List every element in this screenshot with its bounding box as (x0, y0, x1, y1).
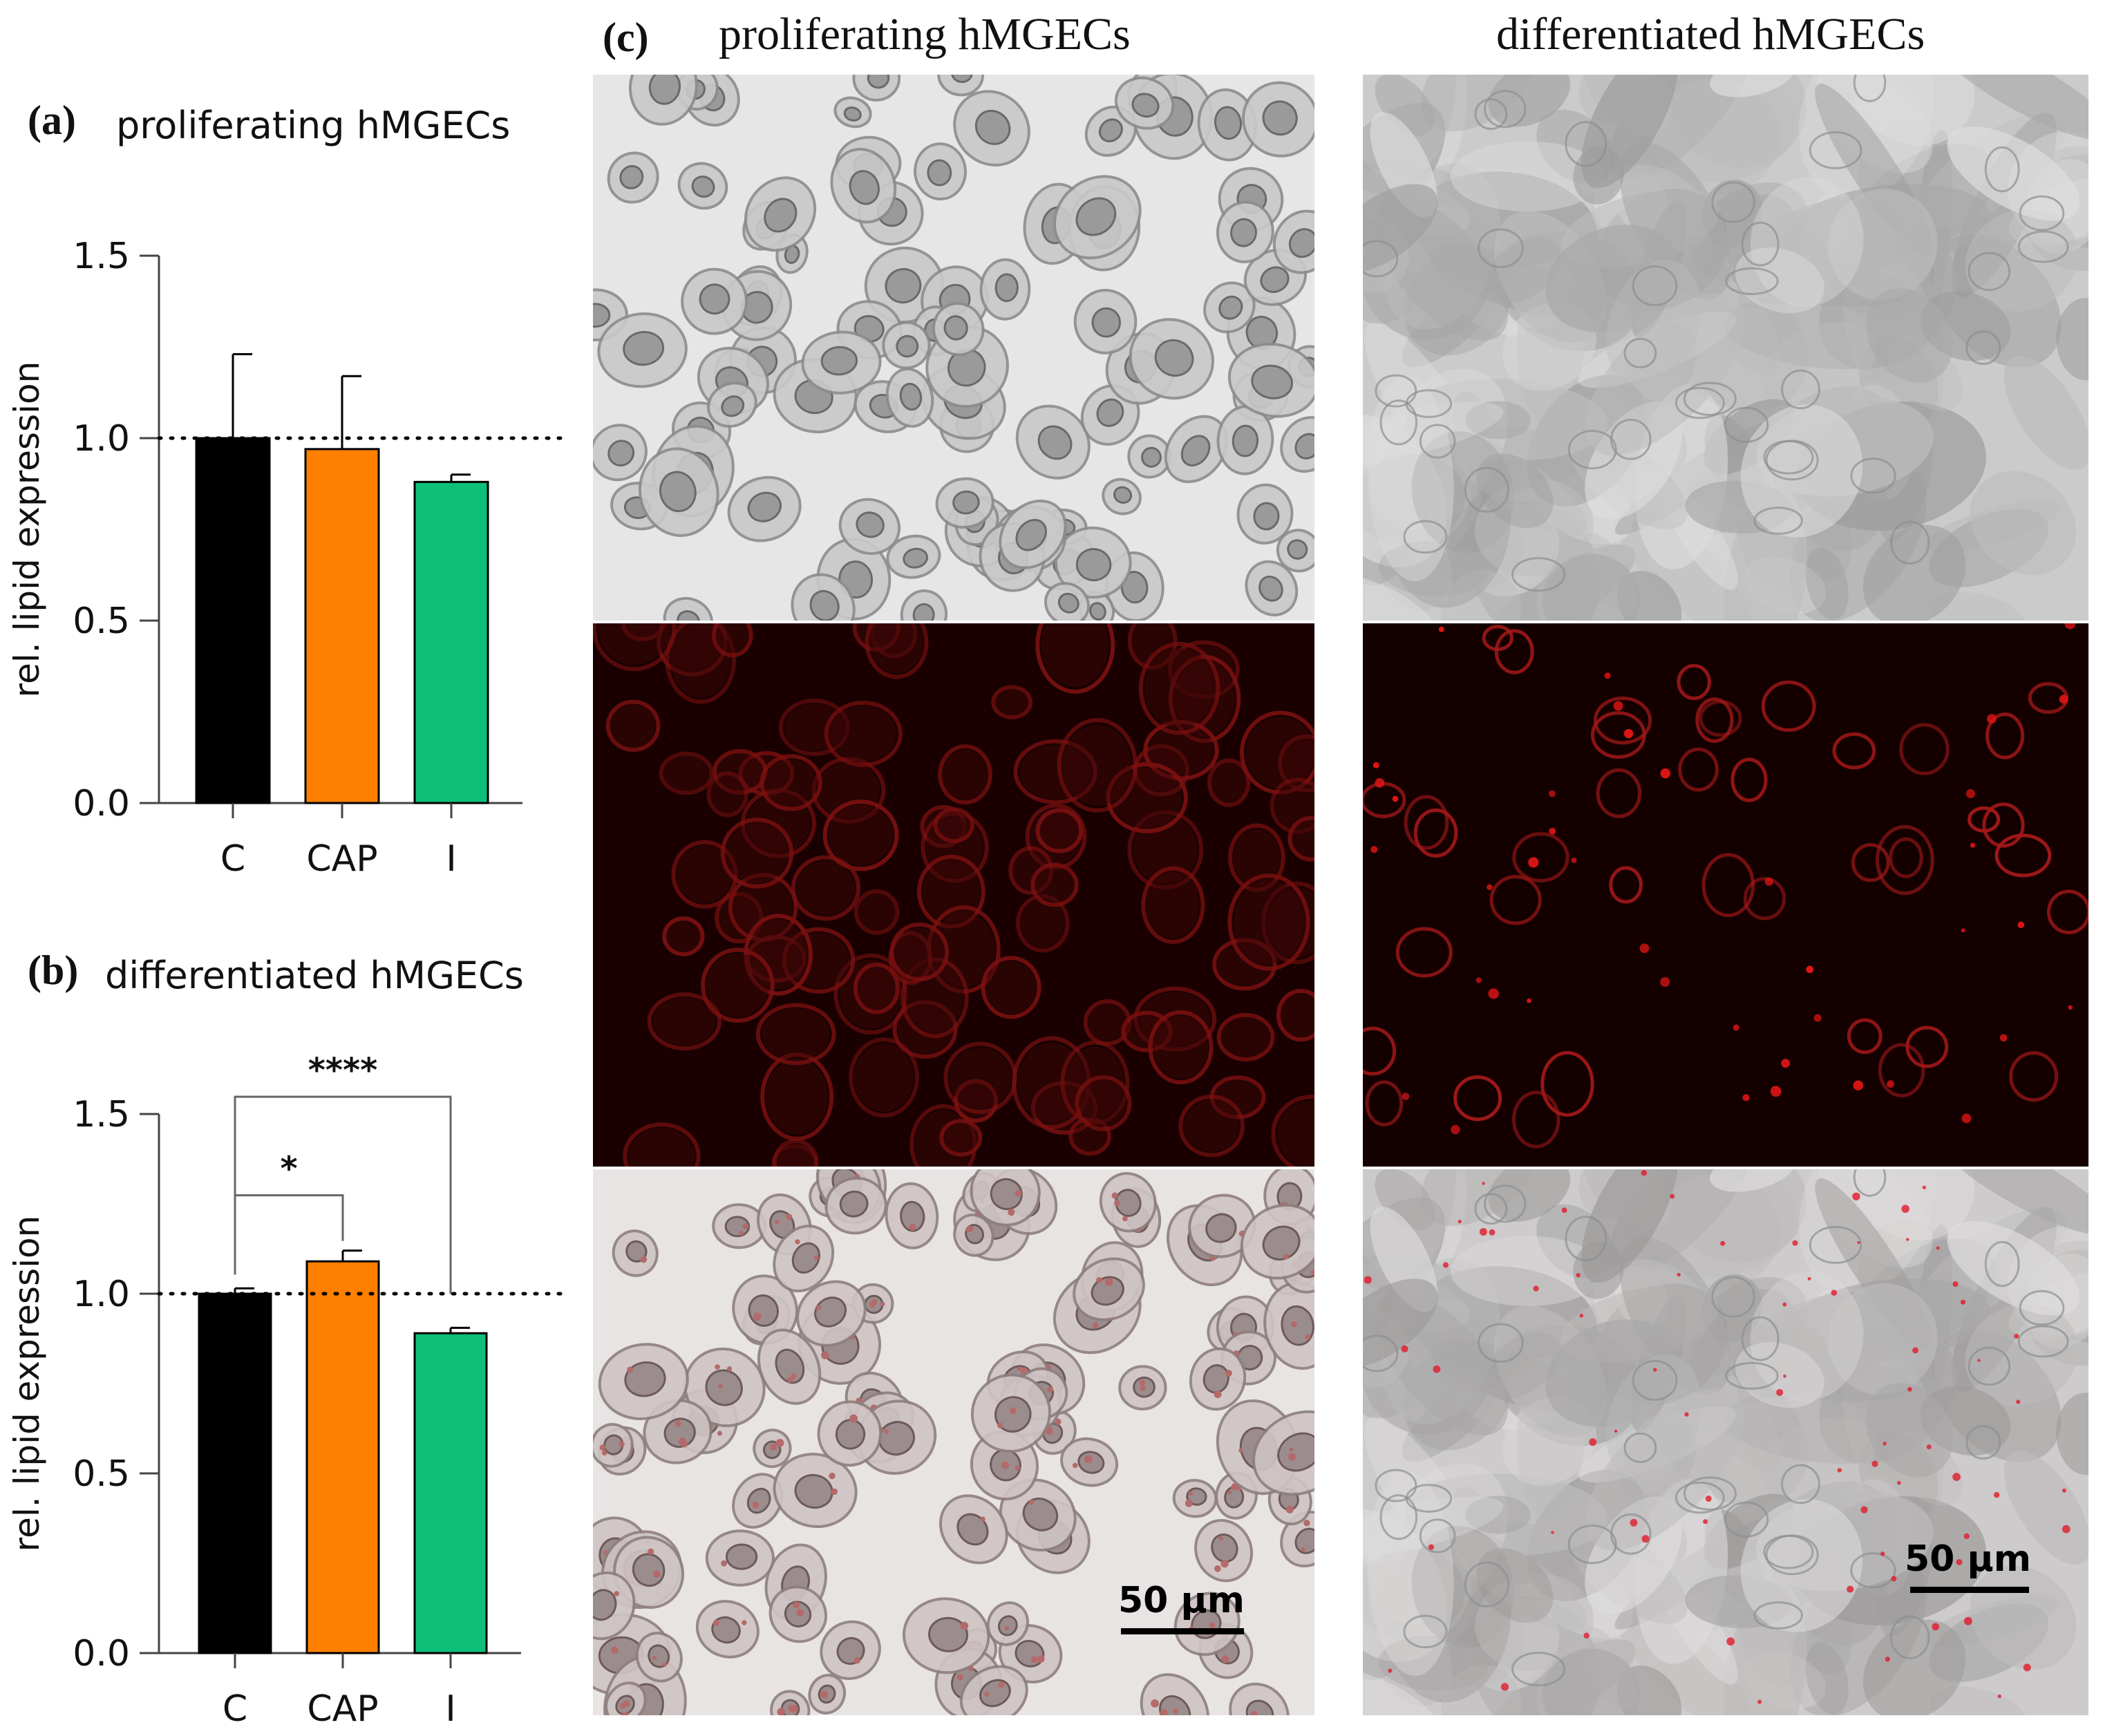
bar-CAP (305, 1260, 380, 1654)
chart-a-proliferating: 0.0 0.5 1.0 1.5 rel. lipid expression C CAP I (7, 236, 566, 880)
panel-c-letter: (c) (603, 15, 649, 60)
scale-bar-label-differentiated: 50 µm (1905, 1538, 2031, 1580)
y-tick-label: 0.0 (73, 1633, 130, 1674)
y-axis-label: rel. lipid expression (7, 361, 47, 698)
y-tick-label: 1.0 (73, 1274, 130, 1315)
y-tick-label: 1.0 (73, 418, 130, 460)
x-tick-label-C: C (220, 838, 245, 880)
scale-bar-label-proliferating: 50 µm (1118, 1580, 1245, 1621)
panel-a-title: proliferating hMGECs (116, 104, 511, 147)
panel-b-title: differentiated hMGECs (105, 954, 524, 997)
micrograph-proliferating-brightfield (593, 75, 1314, 621)
x-tick-label-I: I (445, 1688, 455, 1730)
micrograph-differentiated-merge (1363, 1169, 2088, 1715)
scale-bar-proliferating (1121, 1628, 1244, 1634)
scale-bar-differentiated (1910, 1587, 2029, 1593)
column-title-proliferating: proliferating hMGECs (719, 9, 1131, 59)
column-title-differentiated: differentiated hMGECs (1496, 9, 1925, 59)
x-tick-label-CAP: CAP (306, 838, 377, 880)
y-tick-label: 1.5 (73, 236, 130, 277)
bar-C (195, 437, 271, 804)
y-tick-label: 1.5 (73, 1094, 130, 1135)
significance-label-C-I: **** (308, 1051, 377, 1090)
x-tick-label-C: C (223, 1688, 247, 1730)
bar-I (413, 480, 489, 804)
bar-CAP (304, 448, 380, 804)
x-tick-label-CAP: CAP (307, 1688, 378, 1730)
y-tick-label: 0.0 (73, 783, 130, 824)
y-tick-label: 0.5 (73, 601, 130, 642)
bar-I (413, 1332, 488, 1654)
significance-label-C-CAP: * (280, 1150, 297, 1189)
micrograph-proliferating-fluorescence (593, 623, 1314, 1167)
x-tick-label-I: I (446, 838, 456, 880)
panel-b-letter: (b) (28, 947, 79, 993)
y-axis-label: rel. lipid expression (7, 1216, 47, 1552)
micrograph-proliferating-merge (593, 1169, 1314, 1715)
panel-a-letter: (a) (28, 97, 76, 143)
significance-bracket-C-I (234, 1095, 452, 1294)
bar-C (198, 1292, 272, 1654)
micrograph-differentiated-brightfield (1363, 75, 2088, 621)
y-tick-label: 0.5 (73, 1453, 130, 1495)
micrograph-differentiated-fluorescence (1363, 623, 2088, 1167)
